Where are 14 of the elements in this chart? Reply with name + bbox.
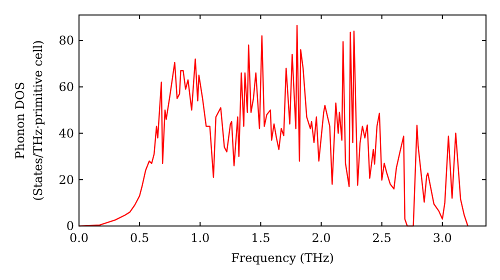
y-axis-title: Phonon DOS (States/THz·primitive cell) [13,40,45,201]
x-tick-label: 3.0 [432,231,452,245]
y-tick-label: 0 [66,219,74,234]
x-tick-label: 1.5 [251,231,270,245]
x-tick-label: 0.0 [69,231,89,245]
y-tick-label: 80 [58,34,74,48]
y-tick-label: 40 [58,126,74,140]
y-tick-label: 60 [58,80,74,94]
x-tick-label: 1.0 [190,231,210,245]
y-tick-label: 20 [58,172,74,187]
x-tick-label: 2.0 [312,231,331,245]
x-axis-title: Frequency (THz) [231,251,334,265]
x-tick-label: 2.5 [372,231,392,245]
x-tick-label: 0.5 [130,231,150,245]
